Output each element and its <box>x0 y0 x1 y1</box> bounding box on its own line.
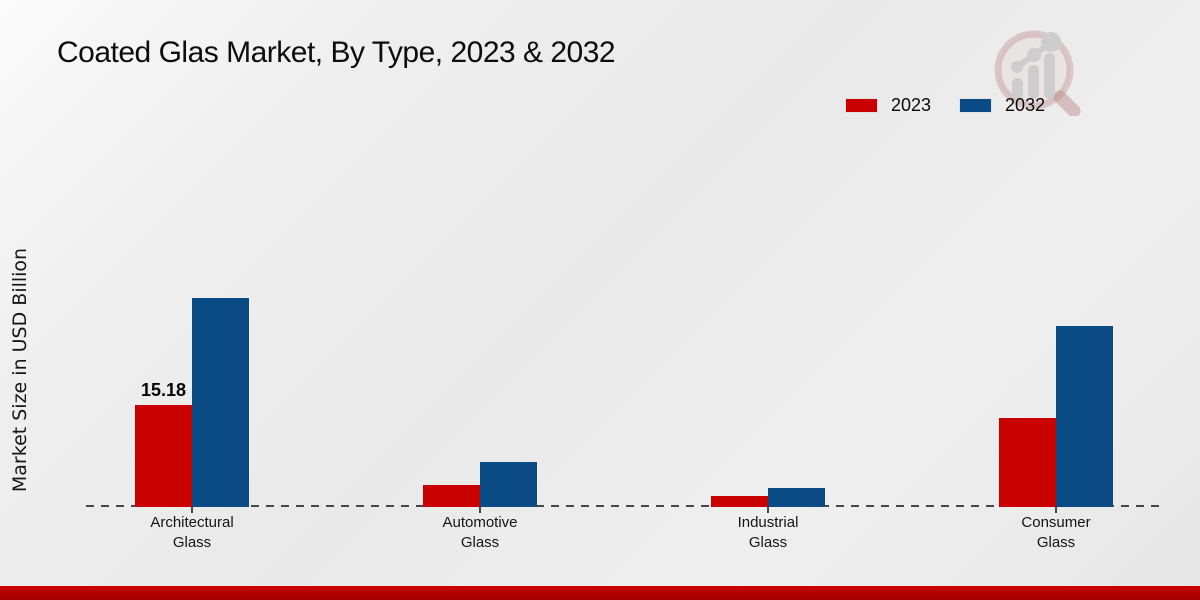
x-axis-label-consumer-glass: Consumer Glass <box>1021 514 1091 551</box>
legend-swatch-2032 <box>959 98 993 113</box>
legend-swatch-2023 <box>845 98 878 113</box>
legend-item-2023: 2023 <box>845 95 931 116</box>
magnifier-handle <box>1053 90 1081 116</box>
x-axis-label-automotive-glass: Automotive Glass <box>442 514 518 551</box>
bar-2023-consumer-glass <box>999 418 1056 507</box>
bar-2032-consumer-glass <box>1056 326 1113 507</box>
magnifier-growth-chart-logo <box>994 30 1081 116</box>
legend-label-2023: 2023 <box>891 95 932 115</box>
bar-2032-industrial-glass <box>768 488 825 507</box>
x-axis-tick <box>767 507 769 513</box>
chart-title: Coated Glas Market, By Type, 2023 & 2032 <box>57 36 616 69</box>
bar-2032-automotive-glass <box>480 462 537 507</box>
growth-bars <box>1012 53 1055 99</box>
bar-2023-architectural-glass <box>135 405 192 507</box>
bar-2023-automotive-glass <box>423 485 480 507</box>
footer-stripe <box>0 586 1200 600</box>
bar-2023-industrial-glass <box>711 496 768 507</box>
x-axis-baseline <box>86 505 1163 507</box>
growth-dots <box>1011 32 1061 73</box>
legend: 2023 2032 <box>845 95 1045 116</box>
legend-item-2032: 2032 <box>959 95 1045 116</box>
x-axis-tick <box>1055 507 1057 513</box>
plot-area: 15.18 <box>86 0 1163 507</box>
x-axis-label-architectural-glass: Architectural Glass <box>150 514 234 551</box>
bar-value-label: 15.18 <box>140 380 187 400</box>
x-axis-label-industrial-glass: Industrial Glass <box>737 514 799 551</box>
y-axis-label: Market Size in USD Billion <box>9 247 31 493</box>
bar-2032-architectural-glass <box>192 298 249 507</box>
x-axis-tick <box>479 507 481 513</box>
legend-label-2032: 2032 <box>1005 95 1046 115</box>
x-axis-tick <box>191 507 193 513</box>
